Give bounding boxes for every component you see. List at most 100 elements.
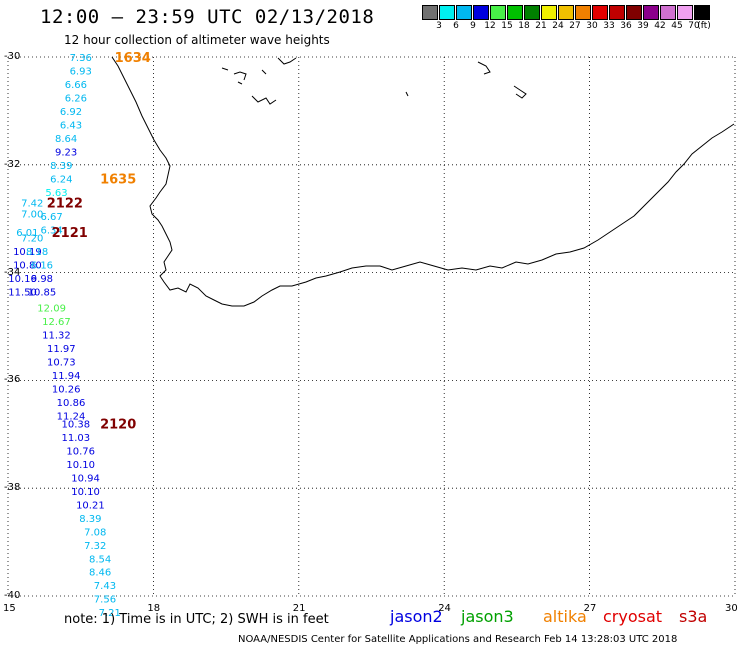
legend-swatch: [422, 5, 438, 20]
swh-value: 10.19: [13, 247, 42, 258]
legend-labels: 3 6 9 12 15 18 21 24 27 30 33 36 39 42 45 70 (ft): [422, 20, 740, 34]
swh-value: 6.93: [70, 66, 92, 77]
northern-coast: [221, 57, 527, 105]
swh-value: 5.63: [45, 188, 67, 199]
page-title: 12:00 – 23:59 UTC 02/13/2018: [40, 6, 375, 28]
satellite-altika: altika: [543, 607, 587, 626]
legend-swatch: [507, 5, 523, 20]
y-tick-label: -36: [4, 374, 21, 386]
swh-value: 6.24: [50, 174, 72, 185]
x-tick-label: 27: [583, 603, 597, 614]
y-tick-label: -32: [4, 158, 21, 170]
time-label: 2121: [52, 226, 88, 241]
y-tick-label: -34: [4, 266, 21, 278]
swh-value: 9.23: [55, 147, 77, 158]
legend-swatch: [490, 5, 506, 20]
swh-value: 10.80: [13, 261, 42, 272]
legend-swatch: [439, 5, 455, 20]
legend-label: 21: [535, 21, 547, 31]
swh-value: 8.39: [50, 161, 72, 172]
x-tick-label: 15: [3, 603, 16, 614]
swh-value: 10.76: [66, 446, 95, 457]
swh-value: 8.39: [79, 514, 101, 525]
swh-value: 10.38: [62, 420, 91, 431]
swh-value: 6.43: [60, 120, 82, 131]
swh-value: 11.03: [62, 433, 91, 444]
legend-swatches: [422, 5, 740, 20]
y-tick-label: -40: [4, 590, 21, 601]
legend-swatch: [541, 5, 557, 20]
swh-value: 10.21: [76, 500, 105, 511]
swh-value: 8.54: [89, 554, 111, 565]
swh-value: 8.18: [26, 247, 48, 258]
swh-value: 10.10: [71, 487, 100, 498]
swh-value: 12.09: [37, 304, 66, 315]
lat-lon-grid: [7, 56, 736, 597]
legend-swatch: [473, 5, 489, 20]
swh-value: 10.26: [52, 384, 81, 395]
legend-label: 18: [518, 21, 530, 31]
satellite-s3a: s3a: [679, 607, 708, 626]
swh-value: 10.16: [8, 274, 37, 285]
legend-label: 6: [453, 21, 459, 31]
swh-value: 6.67: [40, 212, 62, 223]
swh-value: 11.32: [42, 331, 71, 342]
legend-label: (ft): [697, 21, 711, 31]
legend-swatch: [677, 5, 693, 20]
legend-label: 70: [688, 21, 700, 31]
swh-value: 7.56: [94, 595, 116, 606]
legend-swatch: [524, 5, 540, 20]
color-legend: 3 6 9 12 15 18 21 24 27 30 33 36 39 42 45 70 (ft): [422, 5, 740, 34]
swh-value: 6.92: [60, 107, 82, 118]
swh-value: 11.24: [57, 411, 86, 422]
swh-value: 6.66: [65, 80, 87, 91]
legend-label: 15: [501, 21, 513, 31]
south-africa-coast: [111, 56, 735, 307]
swh-value: 10.86: [57, 398, 86, 409]
satellite-cryosat: cryosat: [603, 607, 663, 626]
legend-label: 12: [484, 21, 496, 31]
legend-swatch: [609, 5, 625, 20]
swh-value: 6.16: [31, 261, 53, 272]
swh-value: 7.21: [99, 608, 121, 619]
x-tick-label: 18: [147, 603, 161, 614]
altimeter-track: 7.36 6.93 6.66 6.26 6.92 6.43 8.64 9.23 8.39 6.24…: [8, 51, 151, 619]
swh-value: 7.08: [84, 527, 106, 538]
legend-label: 9: [470, 21, 476, 31]
legend-label: 30: [586, 21, 598, 31]
swh-value: 7.36: [70, 53, 92, 64]
legend-swatch: [694, 5, 710, 20]
swh-value: 6.34: [40, 225, 62, 236]
swh-value: 7.32: [84, 541, 106, 552]
credit-line: NOAA/NESDIS Center for Satellite Applica…: [238, 634, 678, 645]
satellite-jason3: jason3: [461, 607, 514, 626]
swh-value: 6.01: [16, 228, 38, 239]
legend-swatch: [592, 5, 608, 20]
swh-value: 7.43: [94, 581, 116, 592]
legend-label: 42: [654, 21, 666, 31]
x-tick-label: 24: [438, 603, 451, 614]
x-tick-label: 30: [725, 603, 738, 614]
swh-value: 10.94: [71, 473, 100, 484]
legend-swatch: [643, 5, 659, 20]
legend-swatch: [626, 5, 642, 20]
note-text: note: 1) Time is in UTC; 2) SWH is in fe…: [64, 612, 329, 627]
swh-value: 11.50: [8, 287, 37, 298]
swh-value: 10.85: [28, 287, 57, 298]
satellite-jason2: jason2: [390, 607, 443, 626]
swh-value: 7.42: [21, 199, 43, 210]
swh-value: 11.97: [47, 344, 76, 355]
swh-value: 9.98: [31, 274, 53, 285]
swh-value: 10.10: [66, 460, 95, 471]
x-tick-label: 21: [292, 603, 306, 614]
swh-value: 10.73: [47, 358, 76, 369]
legend-swatch: [575, 5, 591, 20]
page-subtitle: 12 hour collection of altimeter wave hei…: [64, 33, 330, 47]
y-tick-label: -38: [4, 482, 21, 494]
swh-value: 8.64: [55, 134, 77, 145]
legend-label: 3: [436, 21, 442, 31]
legend-label: 27: [569, 21, 581, 31]
swh-value: 8.46: [89, 568, 111, 579]
legend-label: 24: [552, 21, 564, 31]
